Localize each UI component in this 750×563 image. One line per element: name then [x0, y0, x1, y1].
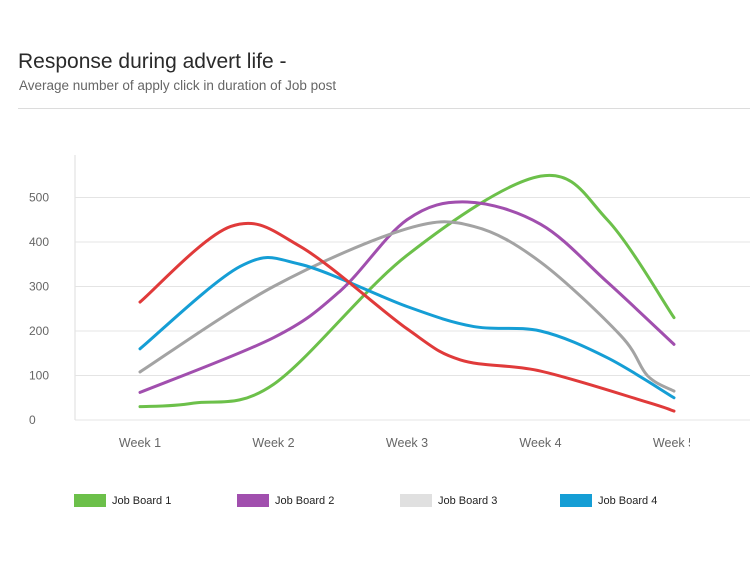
x-tick-label: Week 3 [386, 436, 428, 450]
x-tick-label: Week 4 [519, 436, 561, 450]
legend-swatch [237, 494, 269, 507]
series-line-job-board-3 [138, 220, 676, 393]
x-tick-label: Week 5 [653, 436, 695, 450]
legend-item-job-board-4[interactable]: Job Board 4 [560, 494, 657, 507]
legend-item-job-board-2[interactable]: Job Board 2 [237, 494, 334, 507]
x-tick-label: Week 2 [252, 436, 294, 450]
y-tick-label: 400 [29, 235, 49, 249]
y-tick-label: 500 [29, 191, 49, 205]
y-tick-label: 300 [29, 280, 49, 294]
legend-label: Job Board 3 [438, 494, 498, 507]
y-tick-label: 200 [29, 324, 49, 338]
chart-title: Response during advert life - [18, 50, 287, 73]
legend-label: Job Board 2 [275, 494, 335, 507]
series-line-job-board-5 [138, 221, 676, 413]
header-divider [18, 108, 750, 109]
x-axis-labels: Week 1 Week 2 Week 3 Week 4 Week 5 [119, 436, 695, 450]
legend-swatch [400, 494, 432, 507]
y-tick-label: 100 [29, 369, 49, 383]
series-lines [138, 173, 676, 413]
series-line-job-board-2 [138, 200, 676, 394]
chart-subtitle: Average number of apply click in duratio… [19, 78, 337, 93]
x-tick-label: Week 1 [119, 436, 161, 450]
legend-swatch [74, 494, 106, 507]
series-line-job-board-1 [138, 173, 676, 409]
legend-label: Job Board 4 [598, 494, 658, 507]
series-line-job-board-4 [138, 256, 676, 400]
legend-swatch [560, 494, 592, 507]
legend-item-job-board-3[interactable]: Job Board 3 [400, 494, 497, 507]
y-tick-label: 0 [29, 413, 36, 427]
legend-label: Job Board 1 [112, 494, 172, 507]
legend-item-job-board-1[interactable]: Job Board 1 [74, 494, 171, 507]
